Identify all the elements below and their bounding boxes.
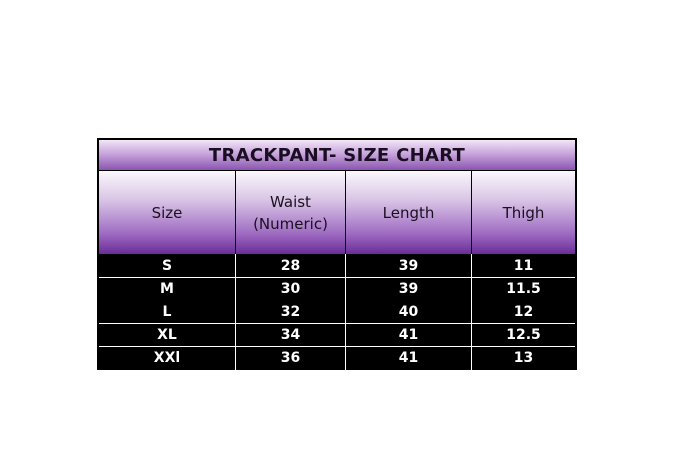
table-row: S 28 39 11: [97, 254, 577, 277]
table-row: XL 34 41 12.5: [97, 323, 577, 346]
cell-thigh: 12.5: [506, 327, 541, 343]
header-thigh: Thigh: [472, 171, 575, 254]
size-chart-table: TRACKPANT- SIZE CHART Size Waist (Numeri…: [97, 138, 577, 370]
cell-waist: 36: [280, 350, 301, 366]
row-divider: [99, 323, 575, 324]
cell-waist: 34: [280, 327, 301, 343]
cell-length: 41: [398, 350, 419, 366]
cell-size: XXl: [153, 350, 181, 366]
cell-thigh: 13: [513, 350, 534, 366]
cell-size: L: [162, 304, 172, 320]
cell-waist: 30: [280, 281, 301, 297]
table-row: L 32 40 12: [97, 300, 577, 323]
cell-length: 40: [398, 304, 419, 320]
column-divider: [471, 254, 472, 370]
header-waist: Waist (Numeric): [236, 171, 345, 254]
cell-thigh: 12: [513, 304, 534, 320]
row-divider: [99, 277, 575, 278]
cell-size: XL: [157, 327, 177, 343]
column-divider: [235, 254, 236, 370]
cell-waist: 32: [280, 304, 301, 320]
header-size: Size: [99, 171, 235, 254]
cell-thigh: 11: [513, 258, 534, 274]
table-row: XXl 36 41 13: [97, 346, 577, 369]
cell-waist: 28: [280, 258, 301, 274]
cell-size: M: [160, 281, 174, 297]
column-divider: [345, 254, 346, 370]
cell-length: 41: [398, 327, 419, 343]
header-length: Length: [346, 171, 471, 254]
row-divider: [99, 346, 575, 347]
cell-thigh: 11.5: [506, 281, 541, 297]
chart-title: TRACKPANT- SIZE CHART: [99, 140, 575, 170]
cell-length: 39: [398, 281, 419, 297]
cell-size: S: [161, 258, 173, 274]
cell-length: 39: [398, 258, 419, 274]
table-row: M 30 39 11.5: [97, 277, 577, 300]
